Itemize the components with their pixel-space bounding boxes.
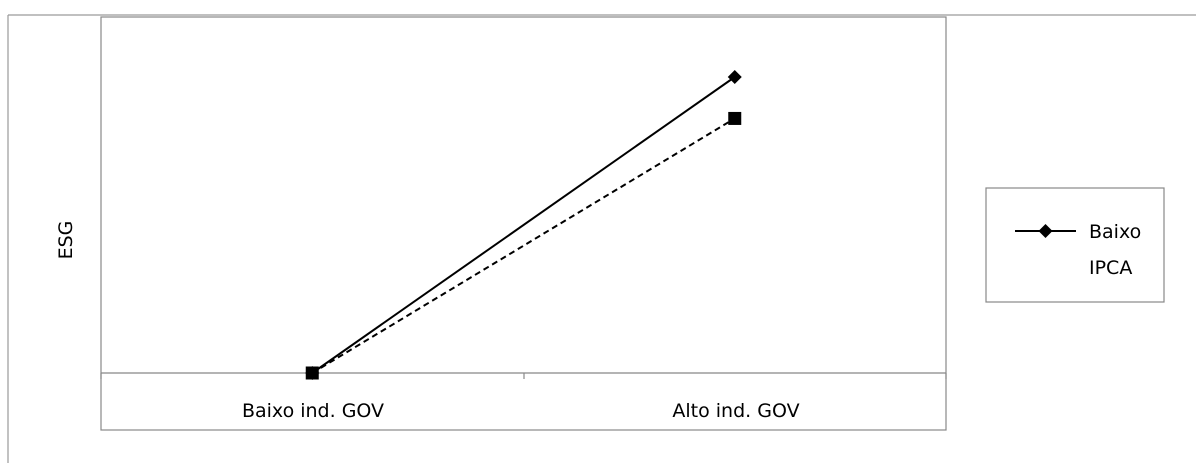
series-line-0 — [311, 76, 736, 374]
y-axis-label: ESG — [55, 221, 77, 260]
series-0 — [305, 70, 742, 380]
data-point-1-1 — [728, 111, 742, 125]
legend: Baixo IPCA — [985, 187, 1165, 303]
x-tick-label-alto: Alto ind. GOV — [672, 400, 799, 422]
series-layer — [305, 70, 742, 380]
legend-box — [985, 187, 1165, 303]
series-line-1 — [311, 117, 736, 374]
data-point-0-0 — [305, 366, 320, 380]
legend-marker-diamond — [1038, 224, 1053, 238]
x-tick-label-baixo: Baixo ind. GOV — [242, 400, 384, 422]
data-point-0-1 — [727, 70, 742, 84]
plot-area — [100, 16, 947, 431]
legend-label: Baixo IPCA — [1089, 221, 1147, 279]
